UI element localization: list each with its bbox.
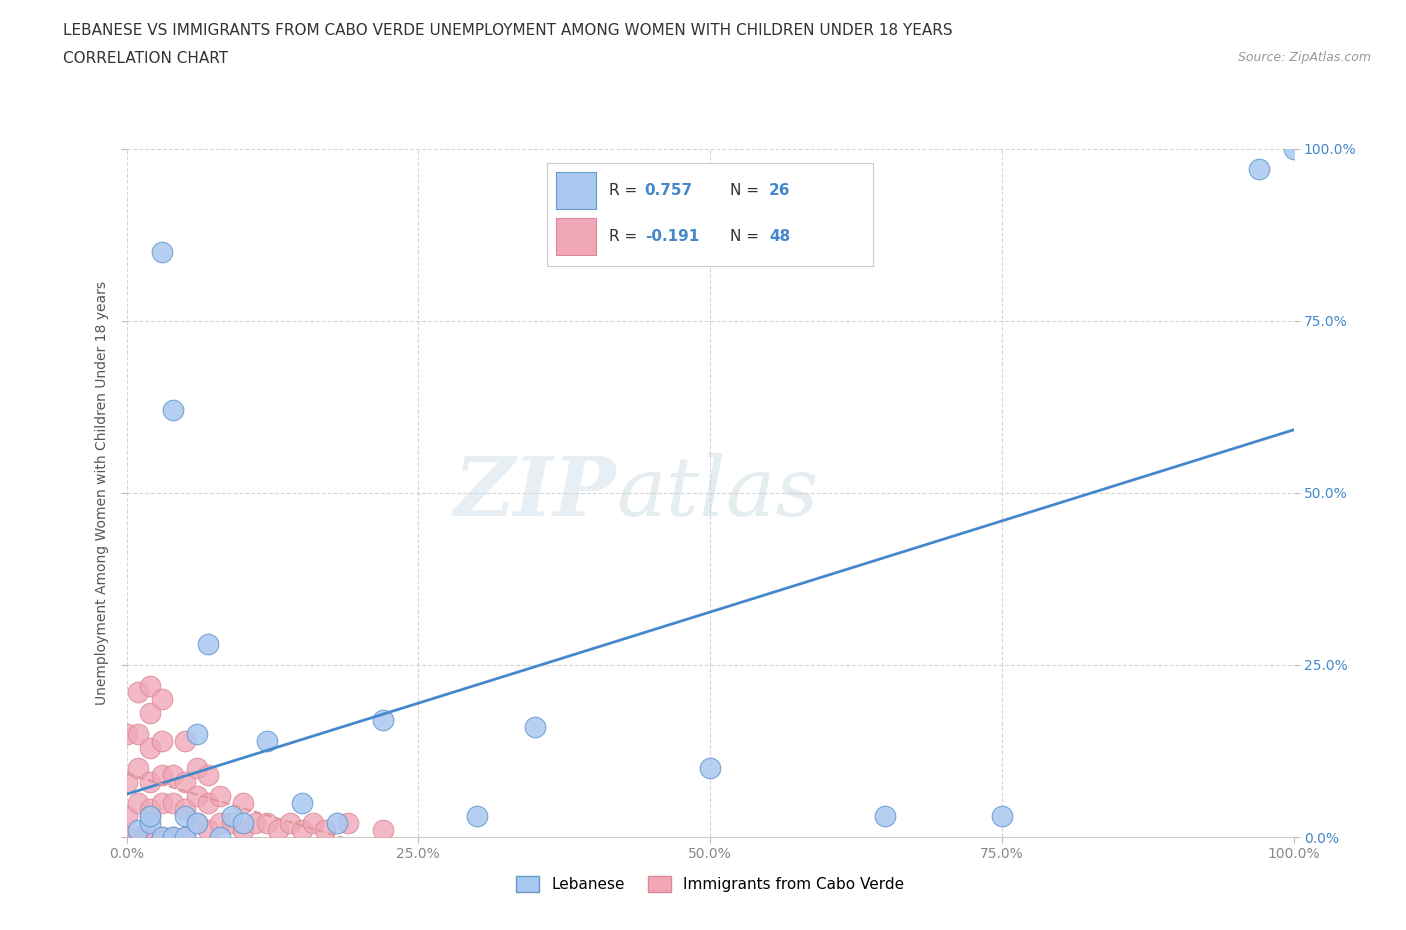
Point xyxy=(174,830,197,844)
Point xyxy=(208,816,231,830)
Point xyxy=(186,789,208,804)
Point xyxy=(162,767,184,782)
Point xyxy=(290,823,312,838)
Point xyxy=(278,816,301,830)
Point xyxy=(197,767,219,782)
Point xyxy=(256,733,278,748)
Point xyxy=(139,809,162,824)
Point xyxy=(232,823,254,838)
Point xyxy=(139,802,162,817)
Text: LEBANESE VS IMMIGRANTS FROM CABO VERDE UNEMPLOYMENT AMONG WOMEN WITH CHILDREN UN: LEBANESE VS IMMIGRANTS FROM CABO VERDE U… xyxy=(63,23,953,38)
Point xyxy=(174,802,197,817)
Point xyxy=(162,830,184,844)
Point xyxy=(373,712,395,727)
Point xyxy=(150,733,173,748)
Point xyxy=(186,761,208,776)
Point xyxy=(150,692,173,707)
Point xyxy=(162,795,184,810)
Point xyxy=(139,775,162,790)
Point xyxy=(174,733,197,748)
Point xyxy=(115,775,138,790)
Point xyxy=(186,816,208,830)
Point xyxy=(127,830,149,844)
Point xyxy=(150,830,173,844)
Point xyxy=(115,830,138,844)
Point xyxy=(221,816,243,830)
Point xyxy=(465,809,488,824)
Point xyxy=(990,809,1012,824)
Point xyxy=(150,767,173,782)
Point xyxy=(186,816,208,830)
Point xyxy=(174,830,197,844)
Point xyxy=(127,685,149,700)
Point xyxy=(337,816,360,830)
Point xyxy=(232,816,254,830)
Point xyxy=(127,795,149,810)
Point xyxy=(290,795,312,810)
Point xyxy=(208,789,231,804)
Point xyxy=(1247,162,1270,177)
Point xyxy=(115,809,138,824)
Point xyxy=(197,795,219,810)
Point xyxy=(127,761,149,776)
Point xyxy=(221,809,243,824)
Text: CORRELATION CHART: CORRELATION CHART xyxy=(63,51,228,66)
Point xyxy=(150,245,173,259)
Point xyxy=(115,726,138,741)
Point xyxy=(314,823,336,838)
Text: Source: ZipAtlas.com: Source: ZipAtlas.com xyxy=(1237,51,1371,64)
Point xyxy=(139,740,162,755)
Point xyxy=(267,823,290,838)
Point xyxy=(208,830,231,844)
Point xyxy=(699,761,721,776)
Point xyxy=(139,678,162,693)
Point xyxy=(139,830,162,844)
Point xyxy=(875,809,897,824)
Point xyxy=(186,726,208,741)
Y-axis label: Unemployment Among Women with Children Under 18 years: Unemployment Among Women with Children U… xyxy=(96,281,110,705)
Point xyxy=(1282,141,1305,156)
Point xyxy=(139,816,162,830)
Point xyxy=(302,816,325,830)
Legend: Lebanese, Immigrants from Cabo Verde: Lebanese, Immigrants from Cabo Verde xyxy=(510,870,910,898)
Point xyxy=(373,823,395,838)
Point xyxy=(150,830,173,844)
Point xyxy=(139,706,162,721)
Point xyxy=(256,816,278,830)
Point xyxy=(174,775,197,790)
Point xyxy=(127,823,149,838)
Point xyxy=(150,795,173,810)
Point xyxy=(162,830,184,844)
Point xyxy=(197,637,219,652)
Point xyxy=(127,726,149,741)
Point xyxy=(162,403,184,418)
Point xyxy=(139,809,162,824)
Text: atlas: atlas xyxy=(617,453,820,533)
Point xyxy=(243,816,266,830)
Text: ZIP: ZIP xyxy=(454,453,617,533)
Point xyxy=(523,720,546,735)
Point xyxy=(174,809,197,824)
Point xyxy=(325,816,347,830)
Point xyxy=(197,823,219,838)
Point xyxy=(232,795,254,810)
